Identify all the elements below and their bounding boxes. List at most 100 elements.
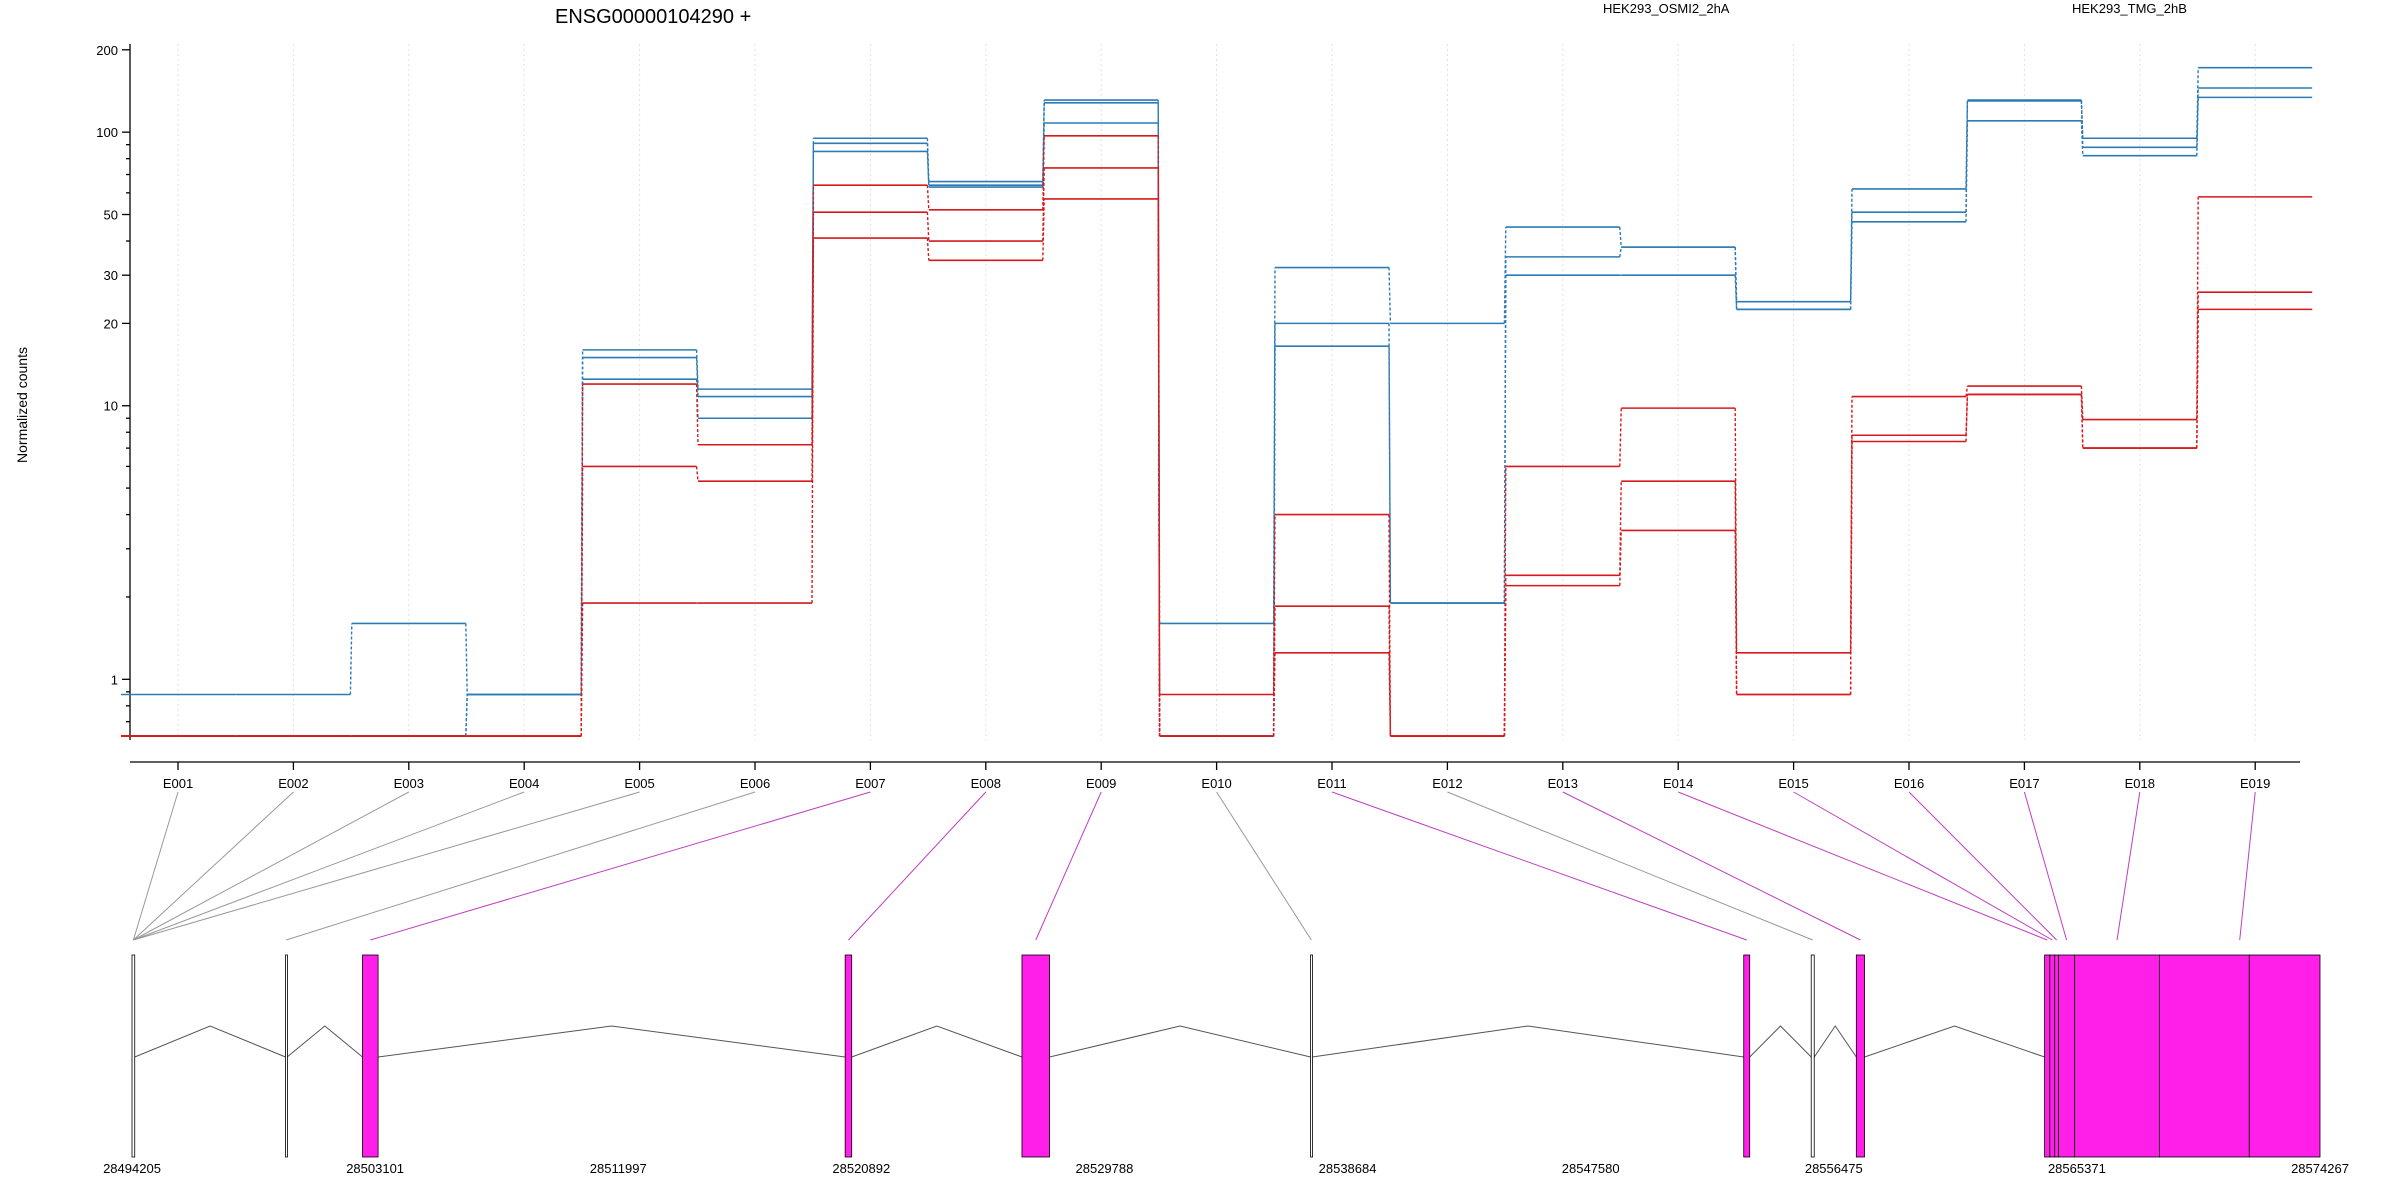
- series-connector: [1849, 396, 1853, 653]
- y-tick-label: 20: [104, 316, 118, 331]
- genomic-tick-label: 28574267: [2291, 1161, 2349, 1176]
- series-connector: [1619, 408, 1622, 467]
- exon-E007: [1743, 954, 1751, 1158]
- intron: [1312, 1025, 1744, 1058]
- series-connector: [2080, 120, 2084, 156]
- exon-E014: [2074, 954, 2160, 1158]
- y-axis-label: Normalized counts: [14, 347, 30, 463]
- series-connector: [1965, 385, 1969, 397]
- series-connector: [1042, 198, 1045, 261]
- x-tick-label: E003: [394, 776, 424, 791]
- series-connector: [1388, 606, 1392, 737]
- series-connector: [1734, 530, 1738, 695]
- mapping-line-E003: [133, 791, 410, 941]
- series-red-5: [121, 198, 2313, 737]
- mapping-line-E010: [1216, 791, 1312, 941]
- mapping-line-E017: [2023, 791, 2068, 941]
- series-connector: [1272, 652, 1276, 737]
- series-connector: [1042, 122, 1045, 188]
- exon-E003: [362, 954, 379, 1158]
- y-tick-label: 100: [96, 125, 118, 140]
- intron: [1813, 1025, 1857, 1058]
- genomic-tick-label: 28565371: [2048, 1161, 2106, 1176]
- exon-E016: [2248, 954, 2321, 1158]
- series-connector: [1388, 346, 1392, 604]
- series-connector: [2196, 309, 2199, 449]
- genomic-tick-label: 28556475: [1805, 1161, 1863, 1176]
- exon-E002: [285, 954, 288, 1158]
- y-tick-label: 50: [104, 208, 118, 223]
- x-tick-label: E013: [1548, 776, 1578, 791]
- genomic-tick-label: 28529788: [1076, 1161, 1134, 1176]
- legend-entry-tmg: HEK293_TMG_2hB: [2072, 1, 2187, 16]
- exon-E004: [844, 954, 853, 1158]
- mapping-line-E018: [2116, 791, 2141, 941]
- series-connector: [2080, 386, 2084, 420]
- series-connector: [811, 151, 815, 419]
- exon-E011: [2049, 954, 2056, 1158]
- mapping-line-E002: [133, 791, 294, 941]
- series-connector: [1503, 585, 1507, 737]
- series-connector: [1388, 652, 1392, 737]
- mapping-line-E005: [133, 791, 640, 941]
- series-connector: [1388, 514, 1392, 737]
- x-tick-label: E009: [1086, 776, 1116, 791]
- exon-E001: [131, 954, 136, 1158]
- series-connector: [1619, 247, 1622, 257]
- y-axis-ticks: 1 10 20 30 50 100 200: [96, 43, 130, 723]
- x-tick-label: E018: [2125, 776, 2155, 791]
- series-connector: [1619, 530, 1622, 586]
- x-tick-label: E007: [855, 776, 885, 791]
- exon-E015: [2158, 954, 2250, 1158]
- mapping-line-E014: [1678, 791, 2048, 941]
- gridlines: [177, 44, 2256, 740]
- genomic-axis-ticks: 28494205 28503101 28511997 28520892 28529788…: [103, 1161, 2349, 1176]
- intron: [134, 1025, 286, 1058]
- bin-mapping-lines: [132, 791, 2256, 941]
- series-connector: [349, 623, 353, 695]
- exon-E006: [1310, 954, 1313, 1158]
- exon-E013: [2058, 954, 2076, 1158]
- x-tick-label: E002: [278, 776, 308, 791]
- series-connector: [926, 185, 930, 210]
- x-tick-label: E015: [1778, 776, 1808, 791]
- series-connector: [2080, 100, 2084, 148]
- genomic-tick-label: 28494205: [103, 1161, 161, 1176]
- x-tick-label: E016: [1894, 776, 1924, 791]
- intron: [286, 1025, 363, 1058]
- mapping-line-E006: [286, 791, 756, 941]
- chart-title: ENSG00000104290 +: [555, 6, 751, 28]
- series-connector: [695, 466, 699, 482]
- mapping-line-E009: [1035, 791, 1102, 941]
- x-tick-label: E005: [624, 776, 654, 791]
- genomic-tick-label: 28503101: [346, 1161, 404, 1176]
- mapping-line-E012: [1447, 791, 1813, 941]
- series-connector: [1849, 188, 1853, 302]
- series-connector: [1965, 394, 1969, 442]
- series-connector: [465, 623, 468, 695]
- axes: [129, 44, 2300, 763]
- series-lines: [121, 66, 2313, 737]
- series-connector: [1042, 135, 1045, 210]
- legend-entry-osmi2: HEK293_OSMI2_2hA: [1603, 1, 1730, 16]
- series-connector: [1849, 221, 1853, 310]
- x-axis-ticks: E001 E002 E003 E004 E005 E006 E007 E008 E009 E010…: [163, 762, 2270, 791]
- intron: [1864, 1025, 2045, 1058]
- series-connector: [465, 694, 468, 737]
- y-tick-label: 1: [111, 672, 118, 687]
- series-connector: [1388, 323, 1392, 604]
- mapping-line-E016: [1908, 791, 2057, 941]
- genomic-tick-label: 28520892: [832, 1161, 890, 1176]
- x-tick-label: E008: [971, 776, 1001, 791]
- intron: [1049, 1025, 1311, 1058]
- gene-model: [131, 954, 2321, 1158]
- series-connector: [580, 379, 584, 695]
- exon-E008: [1810, 954, 1815, 1158]
- series-connector: [580, 603, 584, 737]
- intron: [851, 1025, 1023, 1058]
- mapping-line-E019: [2239, 791, 2256, 941]
- series-connector: [1734, 275, 1738, 310]
- intron: [1749, 1025, 1812, 1058]
- mapping-line-E015: [1793, 791, 2053, 941]
